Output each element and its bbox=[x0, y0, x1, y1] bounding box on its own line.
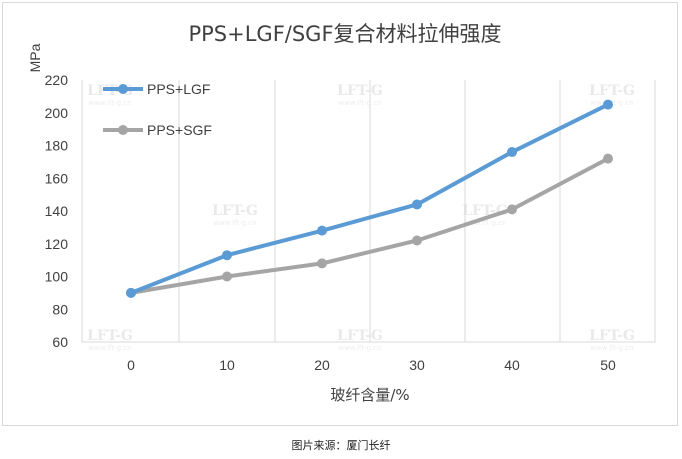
data-point-pps-lgf bbox=[507, 147, 517, 158]
watermark-url: www.lft-g.cn bbox=[338, 99, 381, 107]
series-layer bbox=[126, 99, 613, 298]
data-point-pps-lgf bbox=[603, 99, 613, 110]
x-tick-label: 20 bbox=[314, 357, 330, 373]
watermark-logo: LFT-G bbox=[589, 83, 635, 99]
data-point-pps-sgf bbox=[222, 271, 232, 282]
data-point-pps-sgf bbox=[317, 258, 327, 269]
image-source-caption: 图片来源：厦门长纤 bbox=[291, 439, 391, 452]
watermark-logo: LFT-G bbox=[337, 83, 383, 99]
watermark-url: www.lft-g.cn bbox=[590, 344, 633, 352]
data-point-pps-lgf bbox=[317, 225, 327, 236]
x-tick-label: 40 bbox=[504, 357, 520, 373]
legend-swatch-marker bbox=[118, 84, 128, 94]
watermark-url: www.lft-g.cn bbox=[88, 99, 131, 107]
data-point-pps-lgf bbox=[126, 287, 136, 298]
x-tick-label: 10 bbox=[219, 357, 235, 373]
legend-swatch-marker bbox=[118, 125, 128, 135]
chart-frame bbox=[2, 2, 678, 426]
series-line-pps-lgf bbox=[129, 102, 610, 295]
y-tick-label: 120 bbox=[45, 236, 69, 252]
y-tick-label: 220 bbox=[45, 72, 69, 88]
x-tick-label: 0 bbox=[127, 357, 135, 373]
chart: LFT-Gwww.lft-g.cnLFT-Gwww.lft-g.cnLFT-Gw… bbox=[27, 22, 656, 404]
y-tick-label: 180 bbox=[45, 138, 69, 154]
data-point-pps-lgf bbox=[222, 250, 232, 261]
watermark-url: www.lft-g.cn bbox=[463, 219, 506, 227]
watermark-url: www.lft-g.cn bbox=[338, 344, 381, 352]
grid-lines bbox=[81, 80, 656, 343]
watermark-logo: LFT-G bbox=[87, 328, 133, 344]
data-point-pps-sgf bbox=[507, 204, 517, 215]
data-point-pps-lgf bbox=[412, 199, 422, 210]
legend-label: PPS+LGF bbox=[147, 81, 210, 97]
data-point-pps-sgf bbox=[603, 153, 613, 164]
y-tick-label: 100 bbox=[45, 269, 69, 285]
y-axis-label: MPa bbox=[27, 43, 43, 72]
chart-title: PPS+LGF/SGF复合材料拉伸强度 bbox=[188, 22, 501, 46]
watermark-logo: LFT-G bbox=[212, 203, 258, 219]
legend-label: PPS+SGF bbox=[147, 122, 212, 138]
legend: PPS+LGF PPS+SGF bbox=[103, 81, 212, 138]
data-point-pps-sgf bbox=[412, 235, 422, 246]
watermark-url: www.lft-g.cn bbox=[88, 344, 131, 352]
y-tick-label: 80 bbox=[52, 301, 68, 317]
watermark-url: www.lft-g.cn bbox=[213, 219, 256, 227]
watermark-logo: LFT-G bbox=[589, 328, 635, 344]
x-axis-label: 玻纤含量/% bbox=[330, 386, 409, 404]
y-tick-label: 200 bbox=[45, 105, 69, 121]
y-tick-label: 140 bbox=[45, 203, 69, 219]
axes: 60 80 100 120 140 160 180 200 220 0 10 20 30 40 50 bbox=[45, 72, 616, 373]
y-tick-label: 60 bbox=[52, 334, 68, 350]
y-tick-label: 160 bbox=[45, 170, 69, 186]
watermark-logo: LFT-G bbox=[337, 328, 383, 344]
series-line-pps-sgf bbox=[129, 156, 610, 295]
x-tick-label: 30 bbox=[409, 357, 425, 373]
x-tick-label: 50 bbox=[600, 357, 616, 373]
